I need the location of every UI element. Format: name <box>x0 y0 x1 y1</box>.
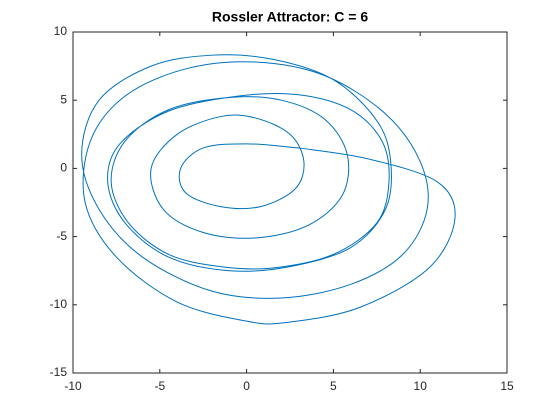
y-tick-label: -5 <box>56 229 67 243</box>
trajectory-line <box>81 54 456 325</box>
x-tick-label: 0 <box>243 379 250 393</box>
x-tick-label: 5 <box>330 379 337 393</box>
y-tick-label: -15 <box>50 365 68 379</box>
chart-title: Rossler Attractor: C = 6 <box>212 9 368 25</box>
y-tick-label: 0 <box>60 161 67 175</box>
x-tick-label: -10 <box>64 379 82 393</box>
x-tick-label: -5 <box>154 379 165 393</box>
y-tick-label: 10 <box>54 24 68 38</box>
y-tick-label: 5 <box>60 92 67 106</box>
plot-area <box>72 31 508 374</box>
x-tick-label: 10 <box>414 379 428 393</box>
x-tick-label: 15 <box>500 379 514 393</box>
y-tick-label: -10 <box>50 297 68 311</box>
